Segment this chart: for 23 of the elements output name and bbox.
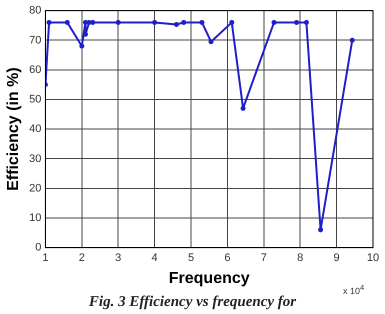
x-tick-label: 2: [78, 252, 85, 264]
x-tick-label: 1: [42, 252, 48, 264]
x-tick-label: 4: [152, 252, 158, 264]
x-tick-label: 7: [260, 252, 267, 264]
y-tick-label: 30: [29, 152, 42, 165]
x-tick-label: 9: [334, 252, 340, 264]
y-tick-label: 20: [29, 182, 42, 194]
x-tick-label: 8: [297, 252, 304, 264]
y-tick-label: 40: [29, 123, 42, 136]
y-tick-label: 80: [29, 4, 42, 17]
y-axis-title: Efficiency (in %): [5, 67, 22, 191]
y-tick-label: 50: [29, 94, 42, 106]
caption: Fig. 3 Efficiency vs frequency for: [88, 294, 296, 310]
x-tick-label: 10: [366, 252, 380, 264]
y-tick-label: 60: [29, 64, 42, 76]
x-tick-label: 6: [224, 252, 230, 264]
x-tick-label: 3: [115, 252, 122, 264]
y-tick-label: 70: [29, 34, 42, 46]
x-axis-title: Frequency: [168, 270, 250, 287]
y-tick-label: 10: [29, 212, 42, 224]
text: x 10$^{4}$: [343, 283, 364, 296]
y-tick-label: 0: [35, 242, 42, 254]
x-tick-label: 5: [188, 252, 194, 264]
